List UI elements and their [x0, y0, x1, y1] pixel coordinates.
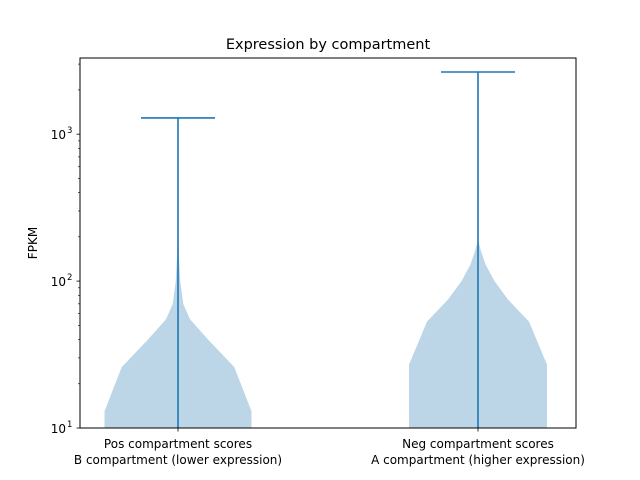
x-tick-label-line1: Pos compartment scores: [104, 437, 252, 451]
y-tick-exponent: 3: [67, 126, 72, 136]
y-tick-exponent: 2: [67, 273, 72, 283]
y-tick-label: 10: [51, 128, 66, 142]
y-tick-label: 10: [51, 275, 66, 289]
plot-frame: [79, 57, 577, 429]
x-axis-ticks: Pos compartment scores B compartment (low…: [74, 428, 585, 467]
x-tick-label-line2: A compartment (higher expression): [371, 453, 585, 467]
y-axis-label: FPKM: [26, 227, 40, 259]
whiskers-layer: [141, 71, 515, 428]
y-tick-label: 10: [51, 422, 66, 436]
x-tick-label-line1: Neg compartment scores: [402, 437, 554, 451]
violins-layer: [104, 227, 547, 428]
x-tick-label-line2: B compartment (lower expression): [74, 453, 282, 467]
chart-title: Expression by compartment: [226, 37, 431, 53]
y-tick-exponent: 1: [67, 420, 72, 430]
